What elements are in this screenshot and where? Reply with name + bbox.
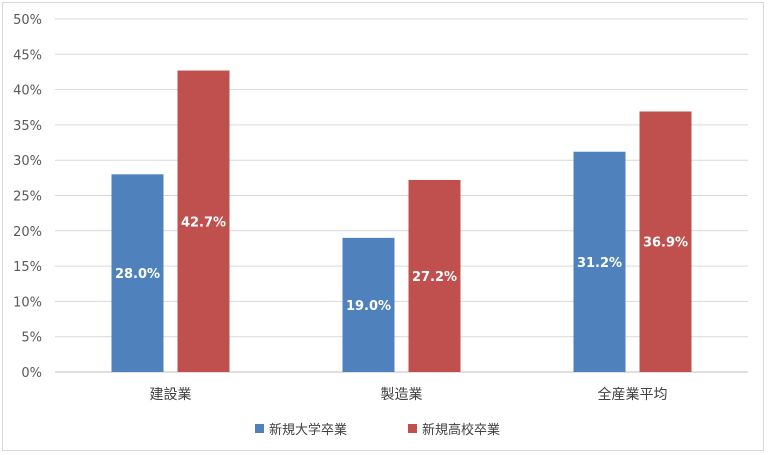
category-label: 全産業平均	[598, 386, 668, 403]
y-tick-label: 35%	[13, 119, 42, 134]
y-tick-label: 10%	[13, 295, 42, 310]
gridlines	[55, 18, 748, 373]
legend-label: 新規大学卒業	[269, 422, 347, 438]
legend: 新規大学卒業 新規高校卒業	[255, 422, 500, 438]
data-label: 19.0%	[346, 299, 391, 314]
data-label: 28.0%	[115, 267, 160, 282]
legend-label: 新規高校卒業	[422, 422, 500, 438]
y-tick-label: 50%	[13, 13, 42, 28]
y-tick-label: 5%	[21, 331, 42, 346]
bars	[111, 70, 692, 373]
bar-highschool	[639, 111, 692, 373]
data-label: 42.7%	[181, 215, 226, 230]
y-tick-label: 25%	[13, 190, 42, 205]
legend-swatch	[408, 424, 417, 433]
data-labels: 28.0% 42.7% 19.0% 27.2% 31.2% 36.9%	[115, 215, 688, 314]
legend-swatch	[255, 424, 264, 433]
y-tick-label: 20%	[13, 225, 42, 240]
data-label: 27.2%	[412, 270, 457, 285]
x-axis-category-labels: 建設業 製造業 全産業平均	[150, 386, 668, 403]
category-label: 製造業	[381, 387, 423, 403]
bar-university	[342, 237, 395, 372]
y-tick-label: 45%	[13, 48, 42, 63]
bar-highschool	[177, 70, 230, 373]
y-tick-label: 0%	[21, 366, 42, 381]
data-label: 31.2%	[577, 256, 622, 271]
bar-university	[111, 174, 164, 372]
y-tick-label: 15%	[13, 260, 42, 275]
y-axis-tick-labels: 0% 5% 10% 15% 20% 25% 30% 35% 40% 45% 50%	[13, 13, 42, 381]
data-label: 36.9%	[643, 236, 688, 251]
bar-university	[573, 151, 626, 372]
category-label: 建設業	[150, 387, 192, 403]
y-tick-label: 30%	[13, 154, 42, 169]
y-tick-label: 40%	[13, 84, 42, 99]
bar-highschool	[408, 179, 461, 372]
